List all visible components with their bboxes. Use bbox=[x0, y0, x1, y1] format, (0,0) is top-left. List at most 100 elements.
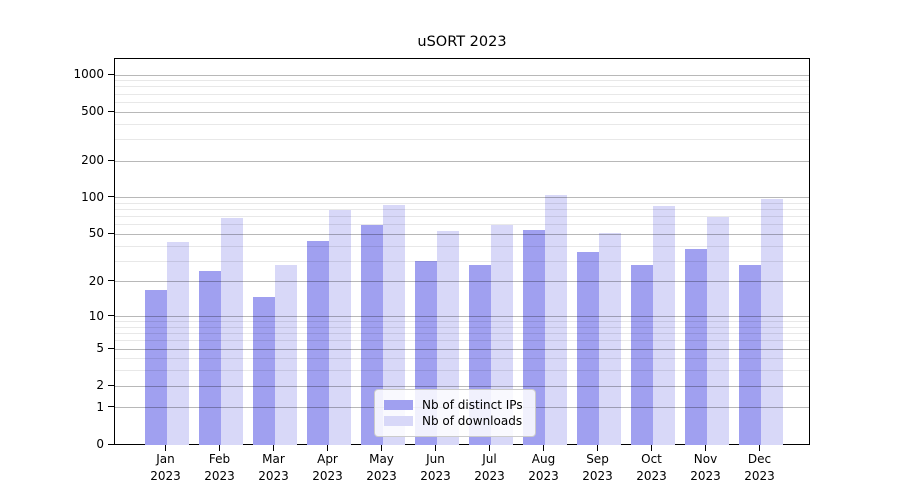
bar-downloads bbox=[545, 194, 567, 445]
bar-downloads bbox=[653, 205, 675, 445]
x-tick bbox=[597, 445, 598, 451]
gridline-major bbox=[115, 160, 809, 162]
bar-downloads bbox=[221, 218, 243, 445]
x-tick bbox=[435, 445, 436, 451]
x-tick-label-month: Sep bbox=[586, 452, 609, 466]
x-tick bbox=[489, 445, 490, 451]
x-tick-label-year: 2023 bbox=[420, 468, 451, 483]
x-tick-label: Jun 2023 bbox=[409, 451, 463, 484]
x-tick-label: Feb 2023 bbox=[193, 451, 247, 484]
x-tick-label-year: 2023 bbox=[690, 468, 721, 483]
x-tick-label-year: 2023 bbox=[582, 468, 613, 483]
x-tick-label-year: 2023 bbox=[312, 468, 343, 483]
x-tick-label: Dec 2023 bbox=[733, 451, 787, 484]
x-tick-label: Sep 2023 bbox=[571, 451, 625, 484]
x-tick-label-month: Jan bbox=[156, 452, 175, 466]
x-tick-label-month: Dec bbox=[747, 452, 772, 466]
x-tick-label-year: 2023 bbox=[150, 468, 181, 483]
x-tick-label-month: Mar bbox=[262, 452, 285, 466]
gridline-minor bbox=[115, 93, 809, 95]
x-tick-label-month: Apr bbox=[317, 452, 338, 466]
bar-downloads bbox=[761, 198, 783, 445]
x-tick-label-year: 2023 bbox=[204, 468, 235, 483]
x-tick-label-month: Jun bbox=[426, 452, 445, 466]
x-tick bbox=[219, 445, 220, 451]
gridline-minor bbox=[115, 80, 809, 82]
x-tick-label-year: 2023 bbox=[744, 468, 775, 483]
bar-downloads bbox=[599, 233, 621, 445]
x-tick-label-month: May bbox=[369, 452, 394, 466]
x-tick-label-year: 2023 bbox=[528, 468, 559, 483]
bar-distinct-ips bbox=[631, 264, 653, 445]
y-tick bbox=[108, 315, 114, 317]
y-tick-label: 20 bbox=[88, 273, 104, 288]
y-tick bbox=[108, 347, 114, 349]
x-tick-label-year: 2023 bbox=[258, 468, 289, 483]
x-tick-label: Aug 2023 bbox=[517, 451, 571, 484]
x-tick bbox=[543, 445, 544, 451]
y-tick-label: 0 bbox=[96, 437, 104, 451]
x-tick bbox=[759, 445, 760, 451]
bar-downloads bbox=[167, 242, 189, 445]
legend-label: Nb of distinct IPs bbox=[422, 398, 523, 412]
bar-downloads bbox=[383, 204, 405, 445]
gridline-major bbox=[115, 197, 809, 199]
y-tick bbox=[108, 443, 114, 445]
legend-label: Nb of downloads bbox=[422, 414, 523, 428]
x-tick bbox=[327, 445, 328, 451]
x-tick bbox=[651, 445, 652, 451]
y-tick-label: 1000 bbox=[73, 67, 104, 82]
bar-distinct-ips bbox=[253, 296, 275, 445]
legend-row: Nb of downloads bbox=[384, 414, 523, 428]
y-tick-label: 100 bbox=[81, 189, 104, 204]
x-tick-label-month: Jul bbox=[482, 452, 497, 466]
gridline-minor bbox=[115, 245, 809, 247]
bar-distinct-ips bbox=[739, 264, 761, 445]
x-tick-label-month: Oct bbox=[641, 452, 662, 466]
gridline-major bbox=[115, 111, 809, 113]
bar-distinct-ips bbox=[307, 241, 329, 445]
gridline-minor bbox=[115, 202, 809, 204]
chart-title: uSORT 2023 bbox=[417, 34, 507, 50]
x-tick-label: Jan 2023 bbox=[139, 451, 193, 484]
x-tick-label-month: Nov bbox=[693, 452, 718, 466]
x-tick-label: May 2023 bbox=[355, 451, 409, 484]
plot-area: Nb of distinct IPs Nb of downloads bbox=[114, 58, 810, 445]
y-tick-label: 2 bbox=[96, 378, 104, 393]
y-tick-label: 500 bbox=[81, 104, 104, 119]
y-tick bbox=[108, 384, 114, 386]
gridline-minor bbox=[115, 216, 809, 218]
bar-distinct-ips bbox=[145, 290, 167, 445]
x-tick bbox=[381, 445, 382, 451]
y-tick bbox=[108, 232, 114, 234]
gridline-minor bbox=[115, 86, 809, 88]
legend-swatch-distinct-ips bbox=[384, 400, 413, 410]
x-tick bbox=[165, 445, 166, 451]
y-tick-label: 50 bbox=[88, 226, 104, 241]
y-tick bbox=[108, 110, 114, 112]
y-tick-label: 5 bbox=[96, 341, 104, 356]
gridline-minor bbox=[115, 101, 809, 103]
gridline-major bbox=[115, 74, 809, 76]
y-tick-label: 1 bbox=[96, 399, 104, 414]
y-tick-label: 10 bbox=[88, 308, 104, 323]
gridline-minor bbox=[115, 123, 809, 125]
x-tick-label: Oct 2023 bbox=[625, 451, 679, 484]
x-tick-label-month: Aug bbox=[531, 452, 556, 466]
bar-distinct-ips bbox=[685, 248, 707, 445]
gridline-minor bbox=[115, 138, 809, 140]
legend-swatch-downloads bbox=[384, 416, 413, 426]
y-tick-label: 200 bbox=[81, 153, 104, 167]
y-tick bbox=[108, 159, 114, 161]
x-tick-label-year: 2023 bbox=[366, 468, 397, 483]
x-tick-label: Mar 2023 bbox=[247, 451, 301, 484]
y-tick bbox=[108, 73, 114, 75]
x-tick-label-month: Feb bbox=[208, 452, 231, 466]
x-tick-label: Jul 2023 bbox=[463, 451, 517, 484]
gridline-minor bbox=[115, 224, 809, 226]
bar-downloads bbox=[707, 216, 729, 445]
y-tick bbox=[108, 406, 114, 408]
x-tick-label-year: 2023 bbox=[636, 468, 667, 483]
y-tick bbox=[108, 280, 114, 282]
